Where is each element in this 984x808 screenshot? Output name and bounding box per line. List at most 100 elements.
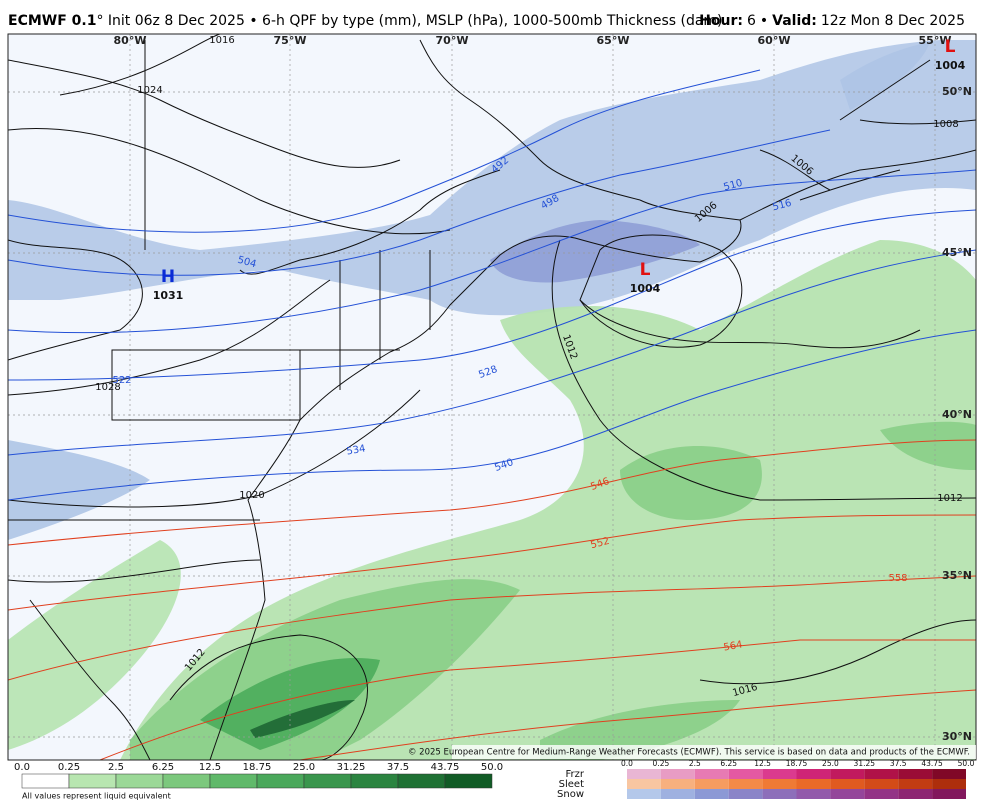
copyright: © 2025 European Centre for Medium-Range …: [408, 748, 970, 758]
ptype-name: Sleet: [559, 779, 584, 790]
ptype-scale-label: 18.75: [786, 759, 808, 768]
pressure-center-value: 1004: [935, 59, 966, 72]
hour: 6: [747, 13, 756, 29]
thickness-line: [8, 514, 976, 611]
ptype-swatch: [694, 769, 729, 779]
ptype-scale-label: 12.5: [754, 759, 771, 768]
ptype-swatch: [864, 769, 899, 779]
ptype-swatch: [728, 789, 763, 799]
isobar: [59, 34, 221, 96]
latitude-label: 30°N: [942, 730, 972, 743]
rain-swatch: [397, 773, 446, 789]
copyright-bg: [452, 745, 976, 759]
latitude-label: 50°N: [942, 85, 972, 98]
rain-scale-label: 37.5: [387, 762, 409, 773]
ptype-scale-label: 43.75: [921, 759, 943, 768]
model: ECMWF 0.1: [8, 13, 96, 29]
ptype-swatch: [898, 789, 933, 799]
isobar: [169, 634, 368, 760]
latitude-label: 40°N: [942, 408, 972, 421]
ptype-scale-label: 6.25: [720, 759, 737, 768]
ptype-scale-label: 37.5: [890, 759, 907, 768]
latitude-label: 35°N: [942, 569, 972, 582]
isobar: [8, 127, 451, 235]
ptype-swatch: [660, 779, 695, 789]
longitude-label: 55°W: [919, 34, 952, 47]
isobar: [699, 619, 976, 685]
pressure-center-symbol: L: [945, 37, 956, 57]
coastline: [579, 299, 921, 349]
ptype-swatch: [762, 769, 797, 779]
rain-scale-label: 2.5: [108, 762, 124, 773]
ptype-swatch: [830, 779, 865, 789]
isobar: [759, 149, 831, 191]
pressure-center-symbol: H: [161, 267, 175, 287]
isobar: [8, 279, 331, 396]
map-layer: [8, 34, 976, 760]
thickness-label: 534: [346, 443, 367, 457]
ptype-swatch: [627, 769, 661, 779]
rain-swatch: [68, 773, 117, 789]
thickness-line: [8, 129, 831, 276]
longitude-label: 75°W: [274, 34, 307, 47]
ptype-swatch: [898, 769, 933, 779]
rain-swatch: [115, 773, 164, 789]
rain-scale-label: 0.0: [14, 762, 30, 773]
coastline: [419, 39, 641, 201]
thickness-label: 516: [771, 198, 792, 214]
ptype-swatch: [830, 789, 865, 799]
coastline: [8, 239, 143, 361]
thickness-line: [8, 169, 976, 334]
coastline: [739, 149, 976, 221]
thickness-line: [299, 689, 976, 760]
coastline: [799, 59, 931, 201]
ptype-swatch: [694, 789, 729, 799]
thickness-label: 510: [722, 178, 743, 194]
coastline: [209, 199, 742, 760]
isobar: [551, 239, 976, 501]
isobar-label: 1012: [937, 493, 962, 504]
coastline: [8, 559, 261, 583]
ptype-scale-label: 31.25: [854, 759, 876, 768]
rain-swatch: [303, 773, 352, 789]
snow-heavy: [490, 220, 700, 283]
rain-swatch: [350, 773, 399, 789]
longitude-label: 70°W: [436, 34, 469, 47]
ptype-swatch: [660, 789, 695, 799]
ptype-scale-label: 0.0: [621, 759, 633, 768]
ptype-swatch: [796, 779, 831, 789]
coastline: [29, 599, 111, 701]
valid-label: Valid:: [772, 13, 817, 29]
rain-light: [8, 540, 181, 750]
rain-scale-label: 31.25: [337, 762, 366, 773]
ptype-swatch: [660, 769, 695, 779]
isobar: [8, 389, 421, 508]
rain-swatch: [21, 773, 70, 789]
rain-swatch: [256, 773, 305, 789]
isobar-label: 1028: [95, 382, 120, 393]
ptype-scale-label: 0.25: [653, 759, 670, 768]
ptype-swatch: [796, 789, 831, 799]
ptype-swatch: [627, 779, 661, 789]
ptype-scale-label: 2.5: [689, 759, 701, 768]
thickness-line: [8, 249, 976, 456]
thickness-label: 564: [723, 639, 744, 653]
thickness-line: [8, 69, 761, 233]
isobar-label: 1008: [933, 119, 958, 130]
rain-scale-label: 18.75: [243, 762, 272, 773]
latitude-label: 45°N: [942, 246, 972, 259]
rain-scale-label: 50.0: [481, 762, 503, 773]
ptype-swatch: [898, 779, 933, 789]
thickness-line: [8, 439, 976, 546]
rain-scale-label: 12.5: [199, 762, 221, 773]
rain-vheavy: [250, 700, 355, 738]
isobar: [859, 119, 976, 125]
isobar: [579, 234, 743, 348]
thickness-label: 504: [236, 255, 257, 271]
thickness-line: [99, 639, 976, 760]
ptype-swatch: [694, 779, 729, 789]
valid: 12z Mon 8 Dec 2025: [821, 13, 965, 29]
rain-swatch: [444, 773, 493, 789]
header-right: Hour: 6 • Valid: 12z Mon 8 Dec 2025: [699, 13, 965, 29]
